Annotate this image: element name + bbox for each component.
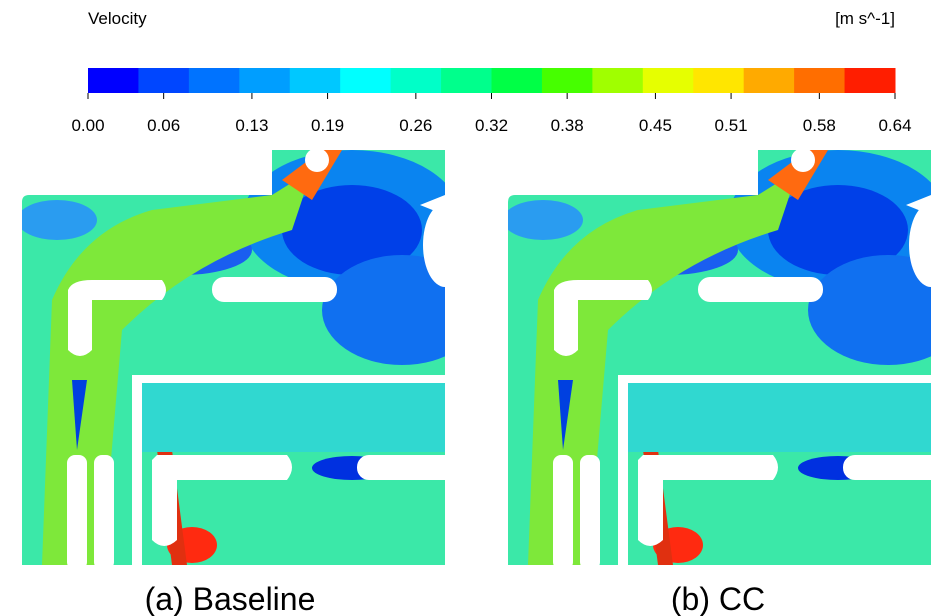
caption: (b) CC [671, 581, 765, 616]
colorbar-unit: [m s^-1] [835, 9, 895, 28]
tick-label: 0.58 [803, 116, 836, 135]
flow-field-baseline [17, 148, 482, 570]
tick-label: 0.00 [71, 116, 104, 135]
colorbar-segment [390, 68, 442, 93]
colorbar-segment [743, 68, 795, 93]
colorbar-segment [441, 68, 492, 93]
colorbar-segment [642, 68, 694, 93]
colorbar-segment [491, 68, 543, 93]
colorbar-segment [541, 68, 593, 93]
colorbar-segment [239, 68, 291, 93]
colorbar [88, 68, 896, 93]
flow-field-cc [503, 148, 943, 570]
colorbar-segment [340, 68, 392, 93]
tick-label: 0.19 [311, 116, 344, 135]
colorbar-segment [693, 68, 745, 93]
colorbar-segment [138, 68, 190, 93]
colorbar-segment [188, 68, 240, 93]
colorbar-ticks: 0.00 0.06 0.13 0.19 0.26 0.32 0.38 0.45 0.51 0.58… [71, 93, 912, 135]
caption: (a) Baseline [145, 581, 316, 616]
colorbar-segment [844, 68, 896, 93]
tick-label: 0.26 [399, 116, 432, 135]
tick-label: 0.06 [147, 116, 180, 135]
colorbar-title: Velocity [88, 9, 147, 28]
tick-label: 0.32 [475, 116, 508, 135]
tick-label: 0.38 [551, 116, 584, 135]
colorbar-segment [592, 68, 644, 93]
colorbar-segment [794, 68, 846, 93]
tick-label: 0.13 [235, 116, 268, 135]
tick-label: 0.64 [878, 116, 911, 135]
colorbar-segment [88, 68, 139, 93]
tick-label: 0.45 [639, 116, 672, 135]
colorbar-segment [289, 68, 341, 93]
tick-label: 0.51 [715, 116, 748, 135]
